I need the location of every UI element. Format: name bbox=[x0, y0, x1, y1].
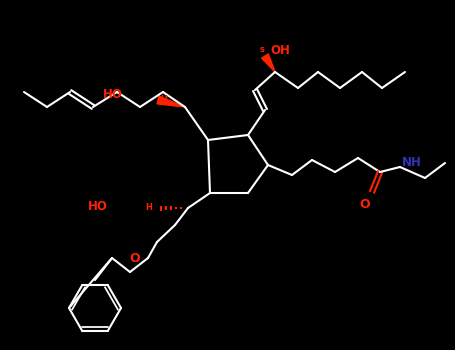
Text: H: H bbox=[160, 96, 167, 105]
Text: OH: OH bbox=[270, 43, 290, 56]
Text: HO: HO bbox=[103, 89, 123, 101]
Text: HO: HO bbox=[88, 201, 108, 214]
Polygon shape bbox=[262, 54, 275, 72]
Text: s: s bbox=[260, 46, 265, 55]
Text: O: O bbox=[129, 252, 140, 265]
Text: O: O bbox=[360, 198, 370, 211]
Polygon shape bbox=[157, 96, 185, 107]
Text: NH: NH bbox=[402, 156, 422, 169]
Text: H: H bbox=[145, 203, 152, 212]
